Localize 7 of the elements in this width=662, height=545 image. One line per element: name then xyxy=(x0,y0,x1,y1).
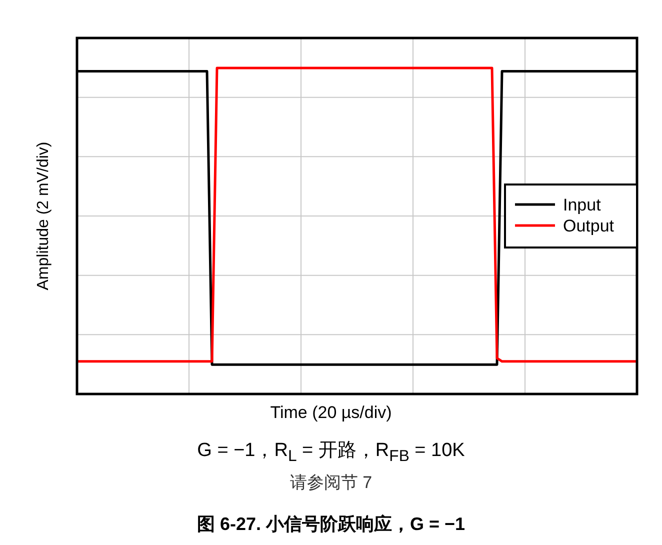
x-axis-title: Time (20 µs/div) xyxy=(269,403,393,423)
text: 请参阅节 7 xyxy=(288,472,374,494)
legend-label: Input xyxy=(563,196,602,214)
text: 图 6-27. 小信号阶跃响应，G = −1 xyxy=(196,513,466,536)
text: G = −1，R$_{L}$ = 开路，R$_{FB}$ = 10K xyxy=(196,439,466,466)
legend-label: Output xyxy=(563,216,614,236)
y-axis-title: Amplitude (2 mV/div) xyxy=(35,142,52,290)
